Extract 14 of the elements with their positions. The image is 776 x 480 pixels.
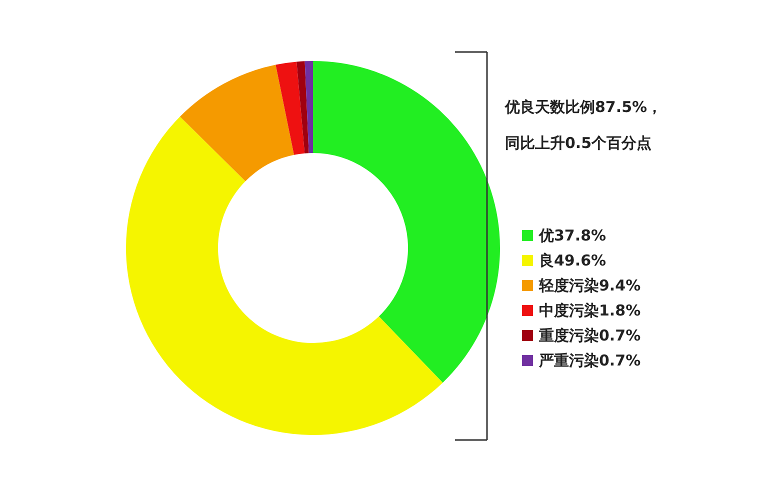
donut-slice bbox=[296, 61, 309, 154]
donut-slice bbox=[276, 62, 305, 155]
text: 优良天数比例87.5%， bbox=[504, 98, 662, 116]
legend-label: 良49.6% bbox=[539, 252, 606, 270]
donut-slice bbox=[304, 61, 313, 154]
donut-slice bbox=[126, 116, 443, 435]
donut-slice bbox=[180, 64, 294, 182]
donut-slice bbox=[313, 61, 500, 383]
legend-label: 重度污染0.7% bbox=[538, 326, 641, 344]
legend-label: 轻度污染9.4% bbox=[538, 276, 641, 294]
text: 同比上升0.5个百分点 bbox=[505, 134, 652, 152]
legend-label: 优37.8% bbox=[538, 226, 606, 244]
legend-label: 中度污染1.8% bbox=[539, 302, 641, 320]
legend-label: 严重污染0.7% bbox=[538, 352, 641, 370]
